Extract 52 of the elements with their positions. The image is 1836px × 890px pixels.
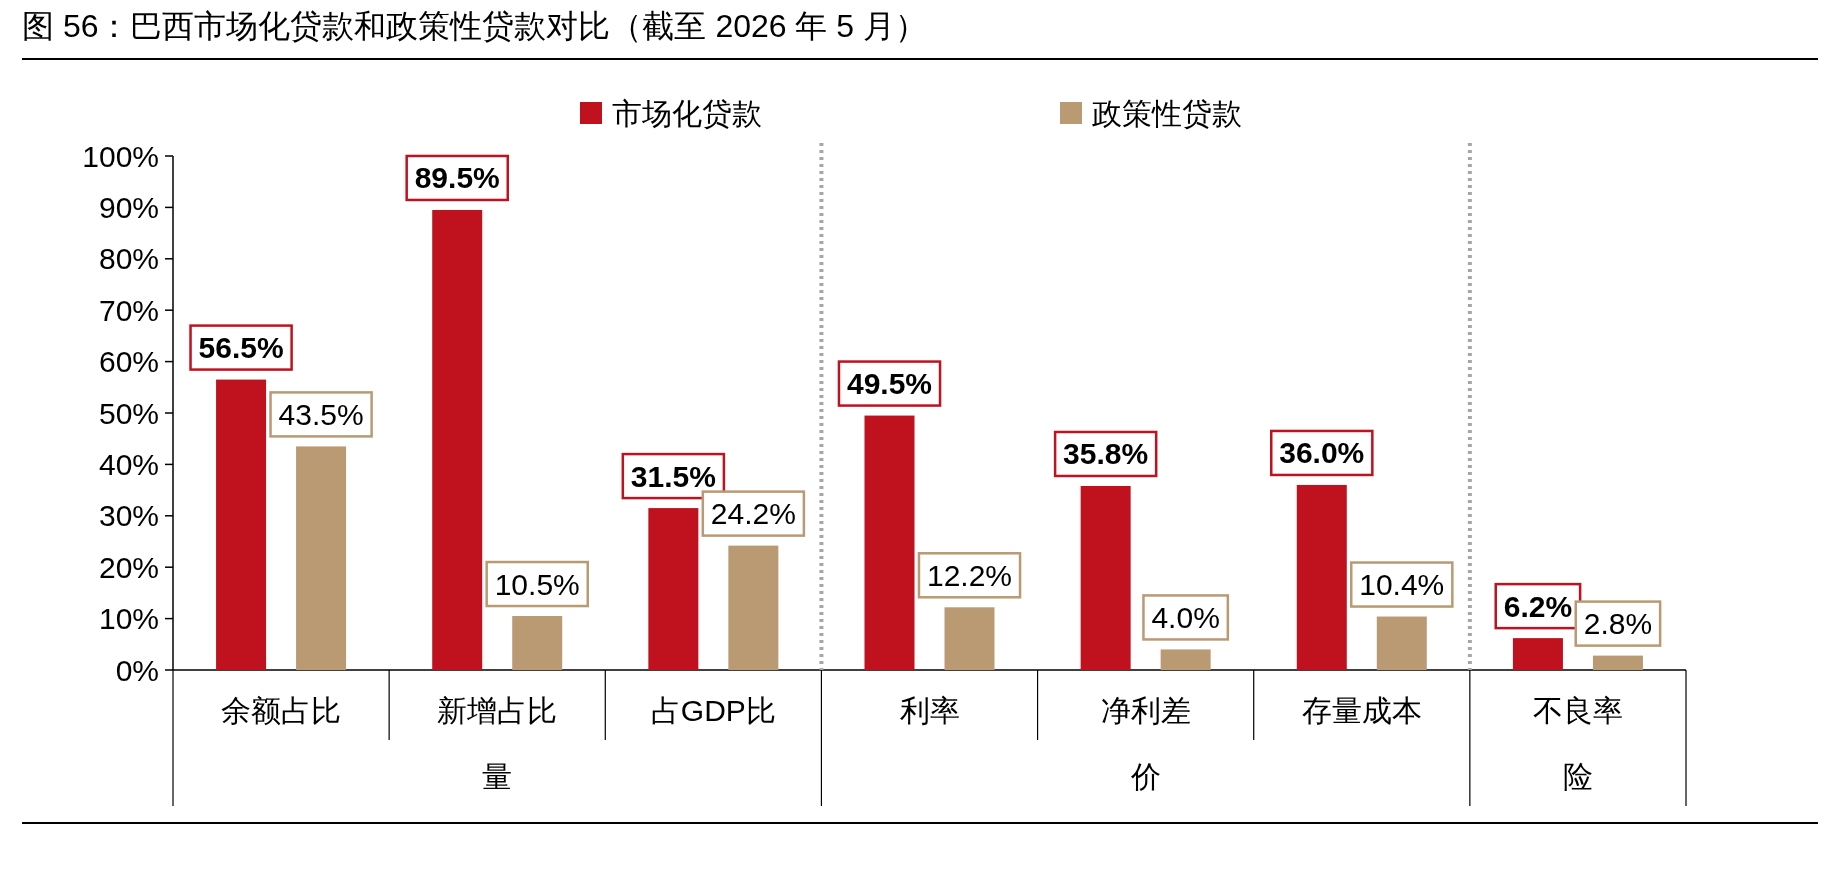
data-label: 10.4% — [1359, 568, 1445, 602]
x-tick-label: 新增占比 — [437, 693, 558, 727]
y-tick-label: 50% — [98, 396, 159, 430]
y-tick-label: 70% — [98, 293, 159, 327]
y-tick-label: 60% — [98, 345, 159, 379]
y-tick-label: 80% — [98, 242, 159, 276]
bar — [1296, 484, 1347, 670]
y-tick-label: 100% — [82, 139, 159, 173]
text: 价 — [1129, 759, 1161, 793]
bar — [728, 545, 779, 670]
y-tick-label: 90% — [98, 190, 159, 224]
bar — [1592, 655, 1643, 670]
data-label: 35.8% — [1063, 437, 1149, 471]
x-tick-label: 不良率 — [1532, 693, 1623, 727]
data-label: 49.5% — [846, 367, 933, 401]
chart-title: 图 56：巴西市场化贷款和政策性贷款对比（截至 2026 年 5 月） — [22, 8, 928, 44]
bar — [944, 607, 995, 670]
bar — [216, 379, 267, 670]
data-label: 36.0% — [1279, 436, 1365, 470]
x-tick-label: 存量成本 — [1301, 693, 1422, 727]
data-label: 24.2% — [710, 497, 796, 531]
data-label: 43.5% — [278, 397, 364, 431]
data-label: 31.5% — [630, 459, 716, 493]
bar — [1512, 638, 1563, 670]
bar — [1080, 485, 1131, 670]
data-label: 89.5% — [414, 161, 500, 195]
data-label: 10.5% — [494, 567, 580, 601]
y-tick-label: 20% — [98, 550, 159, 584]
bar — [864, 415, 915, 670]
bar — [1160, 649, 1211, 670]
y-tick-label: 10% — [98, 602, 159, 636]
legend-label: 市场化贷款 — [612, 96, 762, 130]
bar — [432, 209, 483, 670]
x-tick-label: 利率 — [899, 693, 960, 727]
y-tick-label: 30% — [98, 499, 159, 533]
data-label: 2.8% — [1583, 607, 1653, 641]
text: 险 — [1562, 759, 1593, 793]
bar — [1376, 616, 1427, 670]
bar — [512, 616, 563, 670]
data-label: 4.0% — [1151, 600, 1220, 634]
data-label: 12.2% — [926, 558, 1013, 592]
x-tick-label: 余额占比 — [221, 693, 342, 727]
bar — [296, 446, 347, 670]
legend-label: 政策性贷款 — [1092, 96, 1242, 130]
bar — [648, 508, 699, 670]
data-label: 56.5% — [198, 331, 284, 365]
x-tick-label: 占GDP比 — [650, 693, 776, 727]
y-tick-label: 0% — [115, 653, 159, 687]
text: 量 — [482, 759, 513, 793]
x-tick-label: 净利差 — [1100, 693, 1191, 727]
data-label: 6.2% — [1503, 589, 1573, 623]
y-tick-label: 40% — [98, 447, 159, 481]
